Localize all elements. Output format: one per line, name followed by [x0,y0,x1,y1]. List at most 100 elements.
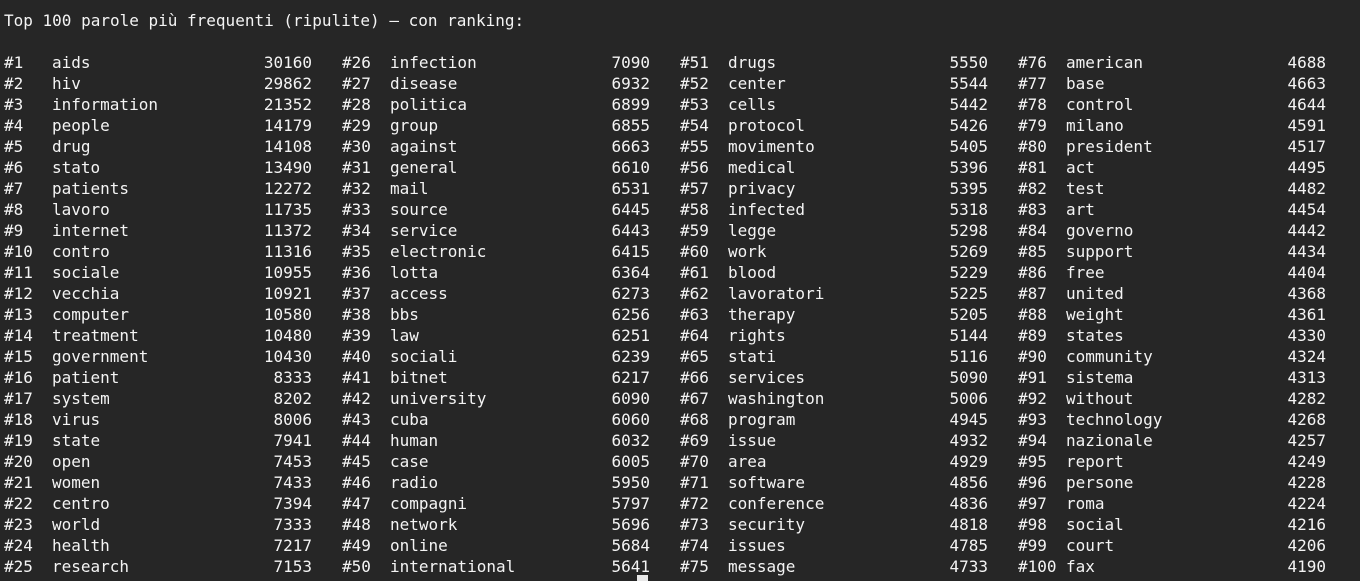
entry-count: 6415 [611,242,650,261]
entry-count: 5318 [949,200,988,219]
entry-word: government [52,347,149,366]
entry-count: 4733 [949,557,988,576]
entry-count: 5684 [611,536,650,555]
ranking-row: #1 aids 30160 [4,52,312,73]
ranking-row: #85 support 4434 [1018,241,1326,262]
ranking-row: #65 stati 5116 [680,346,988,367]
entry-count: 6217 [611,368,650,387]
entry-word: stato [52,158,101,177]
entry-count: 4856 [949,473,988,492]
entry-count: 14179 [263,116,312,135]
ranking-row: #18 virus 8006 [4,409,312,430]
ranking-row: #94 nazionale 4257 [1018,430,1326,451]
ranking-row: #46 radio 5950 [342,472,650,493]
entry-word: president [1066,137,1153,156]
ranking-row: #16 patient 8333 [4,367,312,388]
ranking-row: #5 drug 14108 [4,136,312,157]
entry-word: research [52,557,130,576]
entry-count: 4482 [1287,179,1326,198]
entry-word: online [390,536,448,555]
entry-rank: #49 [342,536,371,555]
ranking-row: #73 security 4818 [680,514,988,535]
ranking-row: #45 case 6005 [342,451,650,472]
entry-count: 6090 [611,389,650,408]
entry-word: aids [52,53,91,72]
entry-rank: #5 [4,137,24,156]
entry-count: 5544 [949,74,988,93]
entry-word: bitnet [390,368,448,387]
entry-word: therapy [728,305,796,324]
entry-rank: #23 [4,515,33,534]
entry-rank: #40 [342,347,371,366]
entry-count: 4454 [1287,200,1326,219]
entry-rank: #65 [680,347,709,366]
ranking-row: #8 lavoro 11735 [4,199,312,220]
ranking-row: #88 weight 4361 [1018,304,1326,325]
entry-word: computer [52,305,130,324]
entry-count: 6364 [611,263,650,282]
entry-word: virus [52,410,101,429]
entry-count: 8202 [273,389,312,408]
ranking-row: #100 fax 4190 [1018,556,1326,577]
entry-rank: #71 [680,473,709,492]
entry-word: conference [728,494,825,513]
entry-rank: #24 [4,536,33,555]
entry-rank: #41 [342,368,371,387]
entry-word: state [52,431,101,450]
entry-rank: #94 [1018,431,1047,450]
entry-rank: #53 [680,95,709,114]
entry-word: control [1066,95,1134,114]
ranking-row: #82 test 4482 [1018,178,1326,199]
entry-count: 4206 [1287,536,1326,555]
ranking-row: #84 governo 4442 [1018,220,1326,241]
entry-count: 4228 [1287,473,1326,492]
entry-word: privacy [728,179,796,198]
entry-count: 7433 [273,473,312,492]
ranking-row: #64 rights 5144 [680,325,988,346]
ranking-column-1: #1 aids 30160 #2 hiv 29862 #3 information 21352 #… [4,52,312,577]
ranking-row: #34 service 6443 [342,220,650,241]
entry-count: 5797 [611,494,650,513]
ranking-row: #4 people 14179 [4,115,312,136]
entry-word: infection [390,53,477,72]
entry-count: 5144 [949,326,988,345]
ranking-row: #28 politica 6899 [342,94,650,115]
ranking-row: #55 movimento 5405 [680,136,988,157]
entry-count: 6060 [611,410,650,429]
entry-word: support [1066,242,1134,261]
ranking-row: #9 internet 11372 [4,220,312,241]
entry-count: 4442 [1287,221,1326,240]
entry-count: 6273 [611,284,650,303]
entry-word: united [1066,284,1124,303]
ranking-row: #42 university 6090 [342,388,650,409]
entry-count: 6032 [611,431,650,450]
entry-count: 14108 [263,137,312,156]
entry-rank: #37 [342,284,371,303]
ranking-row: #15 government 10430 [4,346,312,367]
ranking-row: #43 cuba 6060 [342,409,650,430]
entry-count: 6531 [611,179,650,198]
ranking-row: #19 state 7941 [4,430,312,451]
entry-rank: #68 [680,410,709,429]
entry-rank: #78 [1018,95,1047,114]
ranking-row: #13 computer 10580 [4,304,312,325]
entry-count: 7453 [273,452,312,471]
ranking-column-3: #51 drugs 5550 #52 center 5544 #53 cells 5442 #54… [680,52,988,577]
entry-word: milano [1066,116,1124,135]
entry-count: 7941 [273,431,312,450]
ranking-row: #31 general 6610 [342,157,650,178]
entry-rank: #19 [4,431,33,450]
entry-rank: #51 [680,53,709,72]
entry-word: world [52,515,101,534]
ranking-row: #68 program 4945 [680,409,988,430]
entry-rank: #55 [680,137,709,156]
entry-word: rights [728,326,786,345]
entry-word: cells [728,95,777,114]
entry-word: infected [728,200,806,219]
entry-count: 7333 [273,515,312,534]
entry-rank: #21 [4,473,33,492]
ranking-row: #71 software 4856 [680,472,988,493]
entry-count: 5405 [949,137,988,156]
ranking-row: #49 online 5684 [342,535,650,556]
